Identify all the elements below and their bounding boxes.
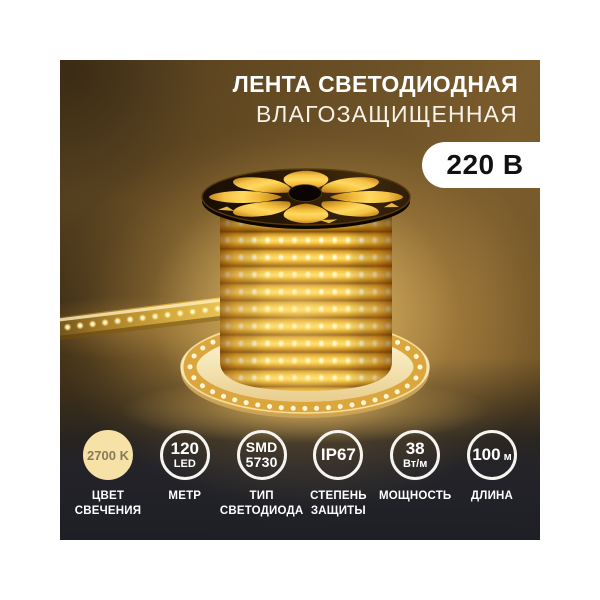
spec-value-unit: м: [503, 451, 512, 464]
spec-color-temp: 2700 K ЦВЕТ СВЕЧЕНИЯ: [70, 430, 146, 519]
spec-value: 2700 K: [87, 447, 129, 463]
spec-value-2: Вт/м: [402, 457, 428, 470]
spec-label: СТЕПЕНЬ ЗАЩИТЫ: [310, 490, 367, 517]
spec-label: МЕТР: [168, 490, 202, 502]
spec-length: 100 м ДЛИНА: [454, 430, 530, 519]
voltage-badge: 220 В: [422, 142, 540, 188]
spec-value: 120: [170, 439, 199, 459]
spec-leds-per-meter: 120 LED МЕТР: [147, 430, 223, 519]
spec-label: ДЛИНА: [470, 490, 514, 502]
spec-power: 38 Вт/м МОЩНОСТЬ: [377, 430, 453, 519]
led-strip-spool-photo: [60, 120, 540, 510]
photo-area: ЛЕНТА СВЕТОДИОДНАЯ ВЛАГОЗАЩИЩЕННАЯ 220 В…: [60, 60, 540, 540]
page-title: ЛЕНТА СВЕТОДИОДНАЯ: [232, 71, 518, 97]
spec-circle-length: 100 м: [466, 430, 517, 480]
spec-circle-ip-rating: IP67: [313, 430, 364, 480]
spec-value: 38: [405, 439, 425, 459]
spec-label: ЦВЕТ СВЕЧЕНИЯ: [74, 490, 142, 517]
spec-circle-power: 38 Вт/м: [390, 430, 441, 480]
spec-value-2: LED: [173, 457, 196, 470]
spec-label: ТИП СВЕТОДИОДА: [219, 490, 304, 517]
spec-value: 100: [472, 445, 501, 465]
header: ЛЕНТА СВЕТОДИОДНАЯ ВЛАГОЗАЩИЩЕННАЯ: [233, 71, 518, 128]
spec-led-type: SMD 5730 ТИП СВЕТОДИОДА: [220, 430, 303, 519]
spec-value-2: 5730: [245, 454, 278, 470]
spec-value: IP67: [320, 445, 356, 465]
spec-label: МОЩНОСТЬ: [378, 490, 452, 502]
spec-circle-leds-per-meter: 120 LED: [159, 430, 210, 480]
spec-circle-led-type: SMD 5730: [236, 430, 287, 480]
spec-ip-rating: IP67 СТЕПЕНЬ ЗАЩИТЫ: [300, 430, 376, 519]
specs-row: 2700 K ЦВЕТ СВЕЧЕНИЯ 120 LED МЕТР SMD 57…: [70, 430, 530, 519]
spec-circle-color-temp: 2700 K: [83, 430, 133, 480]
page-subtitle: ВЛАГОЗАЩИЩЕННАЯ: [256, 101, 518, 127]
spec-value: SMD: [245, 438, 278, 455]
